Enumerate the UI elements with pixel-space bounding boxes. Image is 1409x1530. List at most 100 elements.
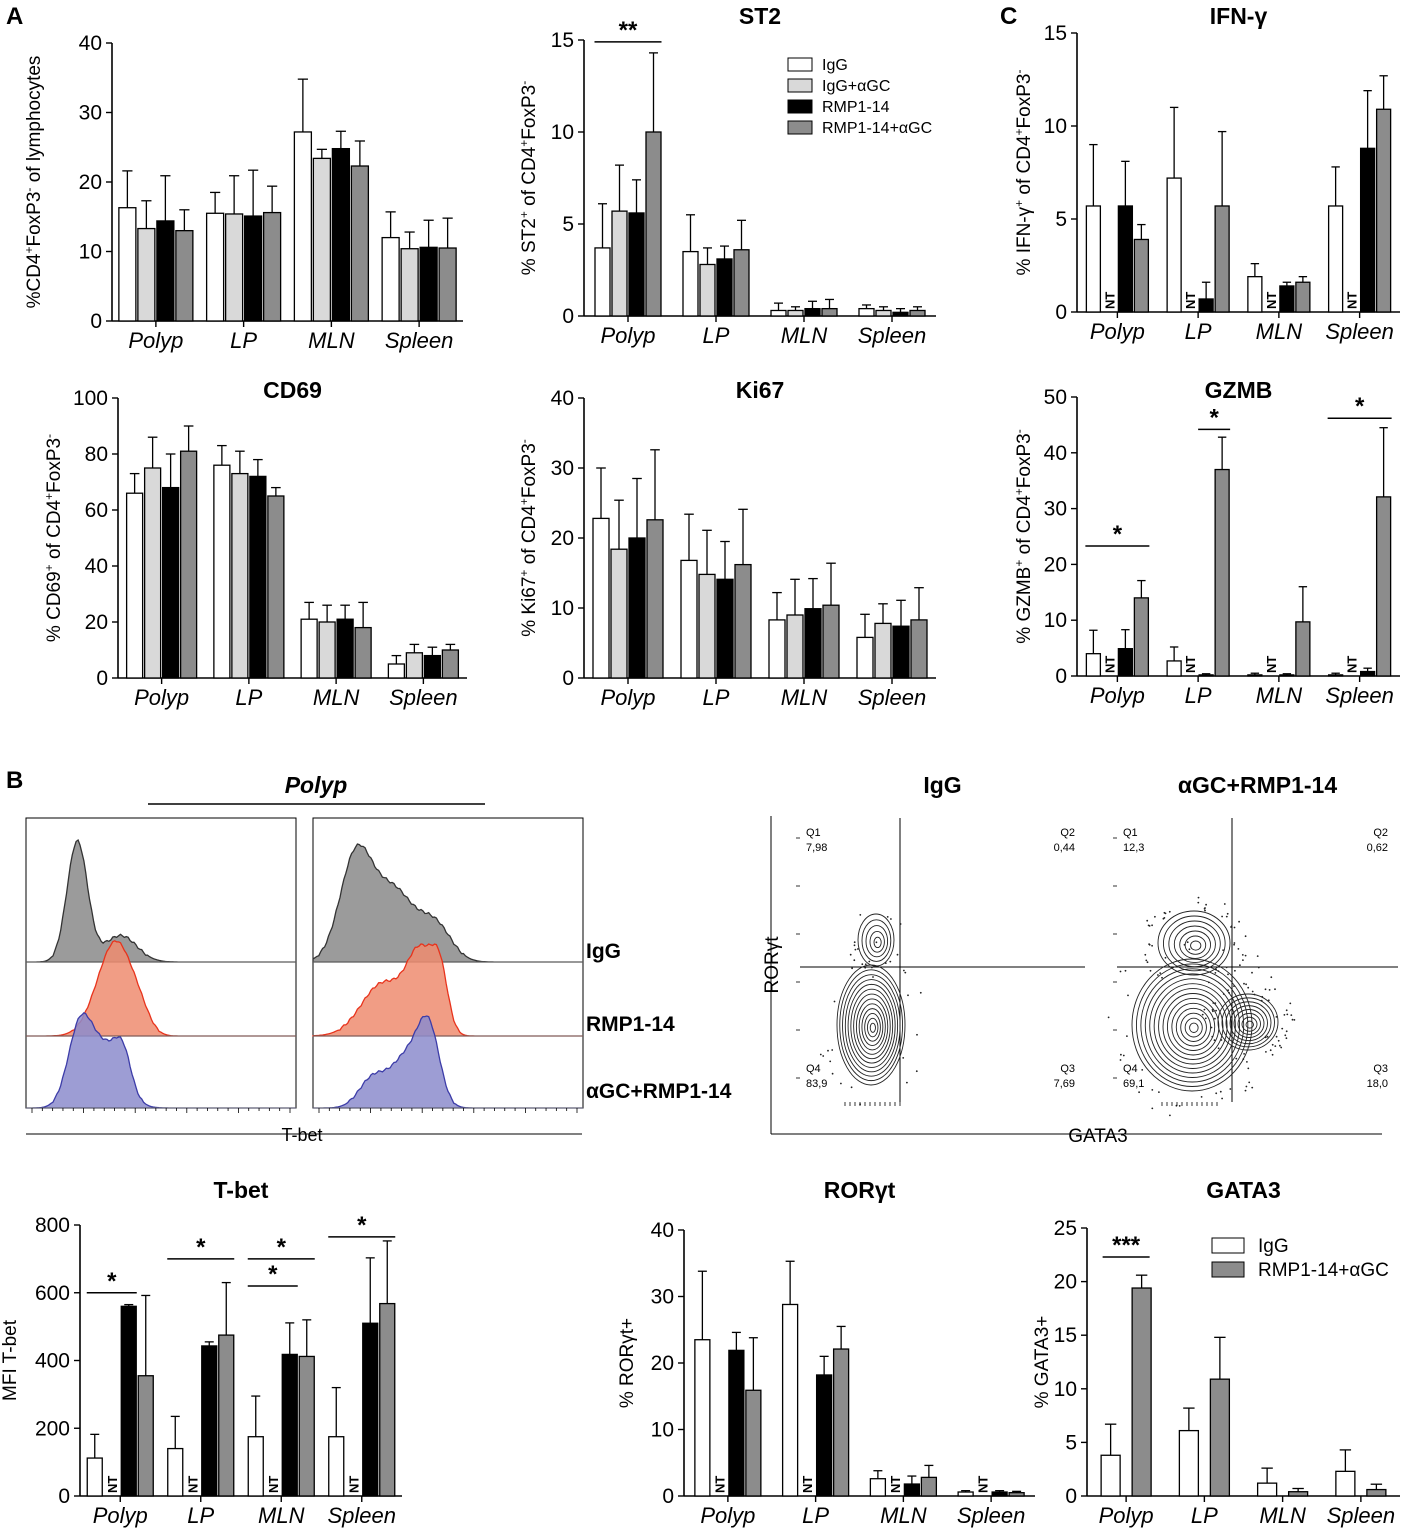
panel-label-c: C [1000, 3, 1017, 30]
bar-rmp1-14-gc-spleen [379, 1302, 396, 1497]
contour-dot [904, 971, 907, 974]
x-tick-label-spleen: Spleen [1325, 319, 1394, 344]
bar-igg-polyp [592, 517, 610, 679]
contour-dot [1227, 973, 1229, 976]
y-label-part: of CD4 [1014, 495, 1035, 560]
y-tick-label: 20 [85, 611, 108, 634]
y-label-part: % CD69 [44, 571, 65, 642]
y-axis-label: % IFN-γ+ of CD4+FoxP3- [1012, 70, 1035, 276]
bar-igg-polyp [118, 207, 137, 322]
contour-dot [859, 914, 862, 916]
y-tick-label: 40 [79, 32, 102, 55]
contour-dot [1264, 1036, 1267, 1039]
bar-igg-lp [205, 212, 225, 322]
bar-rmp1-14-gc-polyp [745, 1389, 762, 1497]
contour-line [1180, 1012, 1207, 1042]
contour-line [844, 979, 899, 1073]
contour-dot [1270, 976, 1273, 979]
contour-dot [1213, 1039, 1216, 1042]
bar-igg-spleen [856, 636, 874, 679]
contour-dot [1151, 944, 1153, 947]
bar-igg-polyp [1100, 1454, 1121, 1497]
contour-dot [1107, 1016, 1110, 1019]
bar-rmp1-14-mln [281, 1353, 298, 1497]
bar-igg-mln [1247, 276, 1263, 313]
contour-dot [1229, 1088, 1232, 1090]
contour-dot [1233, 985, 1235, 987]
bar-igg-spleen [1327, 205, 1344, 313]
contour-line [1140, 968, 1245, 1083]
contour-dot [1124, 969, 1127, 972]
bar-rmp1-14-mln [336, 618, 354, 679]
contour-dot [1211, 1009, 1214, 1011]
bar-igg-mln [869, 1478, 887, 1497]
quadrant-value: 0,44 [1054, 842, 1075, 854]
x-tick-label-mln: MLN [1256, 683, 1303, 708]
contour-line [1131, 958, 1253, 1092]
legend-four-groups: IgG IgG+αGC RMP1-14 RMP1-14+αGC [787, 57, 932, 137]
contour-dot [1120, 1053, 1122, 1056]
contour-dot [831, 1049, 834, 1051]
contour-dot [1169, 1114, 1171, 1117]
legend-swatch-igg-agc [787, 78, 813, 93]
chart-lymphocytes: 0 10 20 30 40 Polyp LP MLN Spleen %CD4+FoxP3- of … [22, 32, 463, 353]
bar-rmp1-14-polyp [628, 537, 646, 679]
x-tick-label-lp: LP [1185, 319, 1212, 344]
y-tick-label: 0 [1055, 301, 1067, 324]
bar-igg-spleen [328, 1436, 345, 1497]
contour-dot [1138, 1091, 1140, 1094]
quadrant-name: Q4 [1123, 1063, 1138, 1075]
bar-rmp1-14-lp [1198, 298, 1214, 313]
contour-line [1168, 920, 1221, 968]
contour-dot [1286, 1013, 1289, 1016]
contour-dot [1222, 993, 1225, 995]
contour-dot [886, 916, 889, 918]
y-tick-label: 10 [1044, 609, 1067, 632]
x-tick-label-polyp: Polyp [1090, 683, 1145, 708]
contour-dot [1289, 1002, 1292, 1005]
nt-label: NT [976, 1476, 991, 1493]
legend2-swatch-rmp-agc [1211, 1261, 1245, 1278]
contour-dot [1281, 1027, 1284, 1030]
bar-igg-mln [300, 618, 318, 679]
y-tick-label: 0 [1055, 665, 1067, 688]
bar-rmp1-14-gc-mln [822, 604, 840, 679]
contour-dot [1161, 976, 1163, 979]
contour-dot [1122, 1054, 1125, 1057]
y-tick-label: 30 [651, 1286, 674, 1309]
x-tick-label-lp: LP [235, 685, 262, 710]
panel-label-a: A [6, 3, 23, 30]
bar-rmp1-14-gc-mln [350, 165, 370, 322]
contour-line [1233, 1009, 1265, 1038]
contour-dot [851, 967, 853, 970]
contour-dot [1253, 993, 1256, 996]
nt-label: NT [1183, 292, 1198, 309]
contour-dot [1211, 1035, 1214, 1038]
y-label-part: FoxP3 [24, 192, 45, 247]
bar-rmp1-14-gc-polyp [646, 519, 664, 679]
contour-dot [1214, 972, 1217, 974]
y-axis-label: % GATA3+ [1032, 1316, 1053, 1409]
nt-label: NT [1345, 292, 1360, 309]
contour-line [1158, 988, 1228, 1065]
bar-rmp1-14-gc-mln [920, 1476, 938, 1497]
y-label-sup: + [517, 570, 531, 577]
contour-dot [829, 1060, 832, 1063]
x-tick-label-polyp: Polyp [128, 328, 183, 353]
bar-rmp1-14-mln [804, 608, 822, 679]
contour-dot [1247, 1067, 1250, 1070]
x-tick-label-lp: LP [1185, 683, 1212, 708]
y-label-part: MFI T-bet [0, 1319, 21, 1401]
contour-dot [1230, 925, 1233, 928]
contour-dot [1280, 1046, 1283, 1049]
contour-dot [850, 1086, 853, 1089]
contour-dot [1221, 915, 1223, 918]
contour-dot [1235, 1057, 1238, 1060]
legend2-label-igg: IgG [1258, 1236, 1289, 1257]
bar-rmp1-14-lp [243, 215, 263, 322]
y-tick-label: 10 [1054, 1378, 1077, 1401]
bar-igg-mln [293, 131, 313, 322]
y-tick-label: 200 [35, 1417, 70, 1440]
